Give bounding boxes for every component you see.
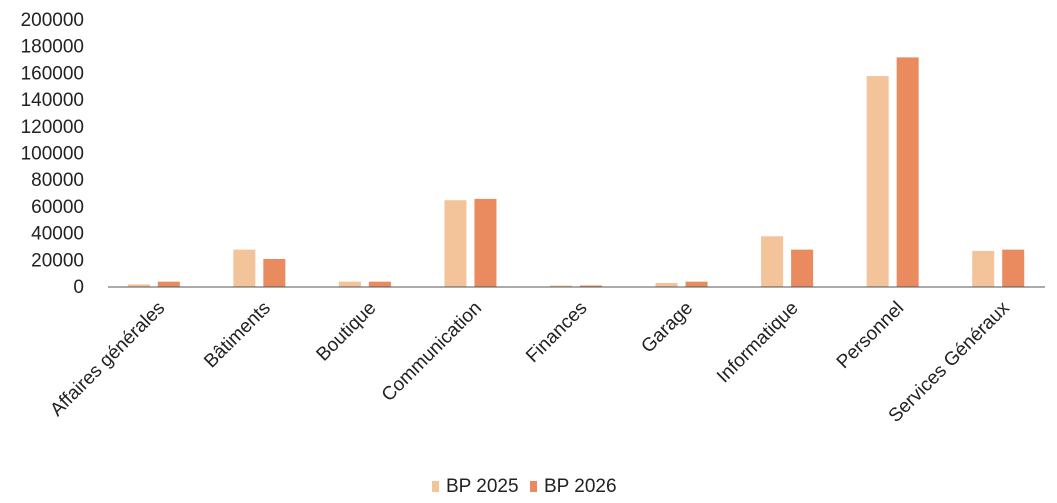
x-category-label: Informatique bbox=[713, 298, 803, 388]
legend: BP 2025 BP 2026 bbox=[432, 476, 617, 497]
y-tick-label: 0 bbox=[73, 277, 84, 298]
x-category-label: Affaires générales bbox=[46, 298, 169, 421]
y-tick-label: 40000 bbox=[31, 224, 84, 245]
bar-informatique-bp-2025 bbox=[761, 236, 783, 287]
y-tick-label: 200000 bbox=[21, 10, 84, 31]
bar-communication-bp-2026 bbox=[474, 199, 496, 287]
bar-garage-bp-2025 bbox=[656, 283, 678, 287]
y-tick-label: 120000 bbox=[21, 117, 84, 138]
y-tick-label: 140000 bbox=[21, 90, 84, 111]
bar-services-g-n-raux-bp-2026 bbox=[1002, 250, 1024, 287]
bar-b-timents-bp-2025 bbox=[233, 250, 255, 287]
y-tick-label: 100000 bbox=[21, 144, 84, 165]
y-tick-label: 180000 bbox=[21, 37, 84, 58]
bar-informatique-bp-2026 bbox=[791, 250, 813, 287]
x-category-label: Boutique bbox=[313, 298, 381, 366]
legend-swatch bbox=[432, 481, 439, 492]
y-tick-label: 60000 bbox=[31, 197, 84, 218]
bar-communication-bp-2025 bbox=[444, 200, 466, 287]
legend-swatch bbox=[530, 481, 537, 492]
legend-label: BP 2026 bbox=[544, 476, 617, 497]
y-tick-label: 160000 bbox=[21, 63, 84, 84]
bar-personnel-bp-2026 bbox=[897, 57, 919, 287]
bar-garage-bp-2026 bbox=[686, 282, 708, 287]
bar-boutique-bp-2025 bbox=[339, 282, 361, 287]
x-axis: Affaires générales Bâtiments BoutiqueCommu… bbox=[46, 297, 1014, 426]
bar-b-timents-bp-2026 bbox=[263, 259, 285, 287]
bar-boutique-bp-2026 bbox=[369, 282, 391, 287]
bar-services-g-n-raux-bp-2025 bbox=[972, 251, 994, 287]
y-axis: 0 20000 40000 60000 80000 100000 120000 140000 1… bbox=[21, 10, 84, 298]
x-category-label: Finances bbox=[522, 298, 591, 367]
x-category-label: Garage bbox=[637, 298, 697, 358]
legend-label: BP 2025 bbox=[446, 476, 519, 497]
y-tick-label: 20000 bbox=[31, 250, 84, 271]
x-category-label: Bâtiments bbox=[200, 298, 275, 373]
x-category-label: Communication bbox=[378, 298, 486, 406]
bar-personnel-bp-2025 bbox=[867, 76, 889, 287]
bars bbox=[128, 57, 1024, 287]
y-tick-label: 80000 bbox=[31, 170, 84, 191]
bar-affaires-g-n-rales-bp-2026 bbox=[158, 282, 180, 287]
x-category-label: Personnel bbox=[833, 298, 908, 373]
x-category-label: Services Généraux bbox=[885, 297, 1014, 426]
